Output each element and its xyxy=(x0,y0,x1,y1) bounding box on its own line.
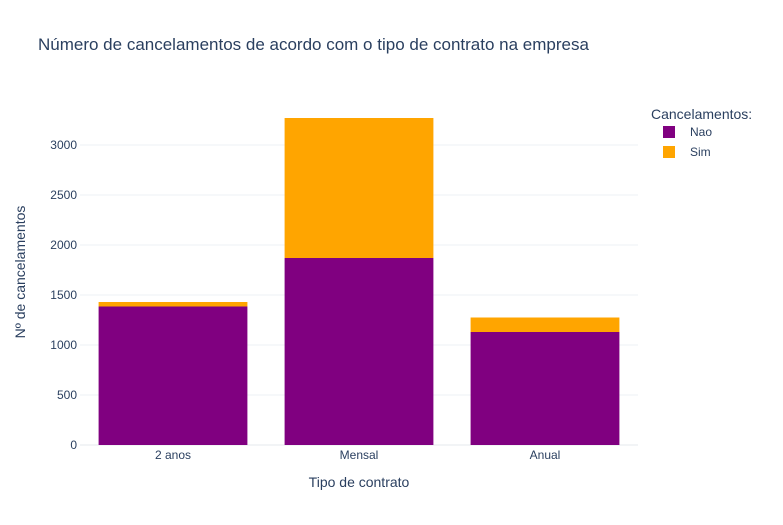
bar-nao[interactable] xyxy=(470,332,620,445)
y-tick-label: 3000 xyxy=(50,138,77,152)
x-axis-ticks: 2 anos Mensal Anual xyxy=(155,448,560,462)
y-tick-label: 1500 xyxy=(50,288,77,302)
bar-nao[interactable] xyxy=(98,306,248,446)
y-axis-title: Nº de cancelamentos xyxy=(12,206,28,339)
y-tick-label: 500 xyxy=(57,388,77,402)
legend-items: Nao Sim xyxy=(663,125,712,159)
bar-sim[interactable] xyxy=(470,317,620,333)
legend-label: Sim xyxy=(690,145,711,159)
y-tick-label: 1000 xyxy=(50,338,77,352)
bar-nao[interactable] xyxy=(284,258,434,445)
y-tick-label: 2500 xyxy=(50,188,77,202)
legend-label: Nao xyxy=(690,125,712,139)
x-tick-label: Anual xyxy=(530,448,561,462)
chart-title: Número de cancelamentos de acordo com o … xyxy=(38,35,589,54)
bar-stack-group xyxy=(98,118,620,446)
legend-item-sim[interactable]: Sim xyxy=(663,145,711,159)
y-tick-label: 2000 xyxy=(50,238,77,252)
legend-swatch xyxy=(663,146,675,158)
bar-sim[interactable] xyxy=(98,302,248,307)
y-axis-ticks: 0 500 1000 1500 2000 2500 3000 xyxy=(50,138,77,452)
legend-swatch xyxy=(663,126,675,138)
legend-item-nao[interactable]: Nao xyxy=(663,125,712,139)
bar-sim[interactable] xyxy=(284,118,434,258)
x-axis-title: Tipo de contrato xyxy=(309,474,410,490)
x-tick-label: 2 anos xyxy=(155,448,191,462)
legend-title: Cancelamentos: xyxy=(651,106,752,122)
legend: Cancelamentos: Nao Sim xyxy=(651,106,752,159)
y-tick-label: 0 xyxy=(70,438,77,452)
x-tick-label: Mensal xyxy=(340,448,379,462)
